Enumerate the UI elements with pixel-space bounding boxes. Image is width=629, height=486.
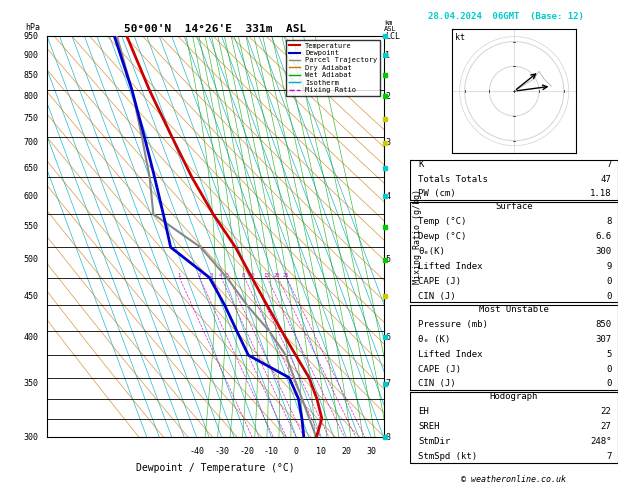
Text: 500: 500: [23, 255, 38, 264]
Text: 0: 0: [294, 448, 299, 456]
Text: SREH: SREH: [418, 422, 440, 431]
Text: 25: 25: [282, 273, 289, 278]
Text: 10: 10: [316, 448, 326, 456]
Text: 7: 7: [606, 452, 611, 461]
Text: 1.18: 1.18: [590, 190, 611, 198]
Text: Hodograph: Hodograph: [490, 392, 538, 401]
Text: 27: 27: [601, 422, 611, 431]
Text: 0: 0: [606, 277, 611, 286]
Text: 4: 4: [386, 192, 391, 201]
Text: θₑ(K): θₑ(K): [418, 247, 445, 256]
Text: -20: -20: [239, 448, 254, 456]
Text: 0: 0: [606, 364, 611, 374]
Text: 2: 2: [197, 273, 201, 278]
Text: 6.6: 6.6: [595, 232, 611, 241]
Text: StmSpd (kt): StmSpd (kt): [418, 452, 477, 461]
Text: 8: 8: [386, 433, 391, 442]
Text: -30: -30: [214, 448, 229, 456]
Text: 248°: 248°: [590, 437, 611, 446]
Text: 2: 2: [386, 92, 391, 101]
Text: CAPE (J): CAPE (J): [418, 364, 462, 374]
Text: 47: 47: [601, 174, 611, 184]
Text: 750: 750: [23, 114, 38, 123]
Text: 22: 22: [601, 407, 611, 416]
Text: Lifted Index: Lifted Index: [418, 349, 483, 359]
Text: 0: 0: [606, 380, 611, 388]
Text: 30: 30: [366, 448, 376, 456]
Text: 400: 400: [23, 333, 38, 342]
Text: 350: 350: [23, 379, 38, 388]
Text: 300: 300: [595, 247, 611, 256]
Text: StmDir: StmDir: [418, 437, 450, 446]
Text: PW (cm): PW (cm): [418, 190, 456, 198]
Text: 6: 6: [386, 333, 391, 342]
Text: 5: 5: [606, 349, 611, 359]
Text: 1: 1: [177, 273, 180, 278]
Text: hPa: hPa: [25, 23, 40, 33]
Text: 20: 20: [342, 448, 352, 456]
Text: 10: 10: [248, 273, 255, 278]
Text: 4: 4: [219, 273, 222, 278]
Text: -10: -10: [264, 448, 279, 456]
Text: Pressure (mb): Pressure (mb): [418, 320, 488, 329]
Text: kt: kt: [455, 33, 465, 42]
Text: CAPE (J): CAPE (J): [418, 277, 462, 286]
Text: CIN (J): CIN (J): [418, 292, 456, 301]
Text: 3: 3: [209, 273, 213, 278]
Text: Most Unstable: Most Unstable: [479, 305, 549, 313]
Text: © weatheronline.co.uk: © weatheronline.co.uk: [462, 475, 566, 484]
Text: Mixing Ratio (g/kg): Mixing Ratio (g/kg): [413, 190, 422, 284]
Text: 550: 550: [23, 222, 38, 231]
Text: 20: 20: [274, 273, 280, 278]
Text: Surface: Surface: [495, 202, 533, 211]
Text: 9: 9: [606, 262, 611, 271]
Text: 1: 1: [386, 51, 391, 60]
Text: θₑ (K): θₑ (K): [418, 334, 450, 344]
Text: LCL: LCL: [386, 32, 401, 41]
Text: 800: 800: [23, 92, 38, 101]
Text: K: K: [418, 159, 424, 169]
Text: CIN (J): CIN (J): [418, 380, 456, 388]
Text: 300: 300: [23, 433, 38, 442]
Text: -40: -40: [189, 448, 204, 456]
Legend: Temperature, Dewpoint, Parcel Trajectory, Dry Adiabat, Wet Adiabat, Isotherm, Mi: Temperature, Dewpoint, Parcel Trajectory…: [286, 40, 380, 96]
Title: 50°00'N  14°26'E  331m  ASL: 50°00'N 14°26'E 331m ASL: [125, 24, 306, 35]
Text: 28.04.2024  06GMT  (Base: 12): 28.04.2024 06GMT (Base: 12): [428, 12, 584, 21]
Text: km
ASL: km ASL: [384, 20, 397, 33]
Text: Dewp (°C): Dewp (°C): [418, 232, 467, 241]
Text: 0: 0: [606, 292, 611, 301]
Text: 3: 3: [386, 138, 391, 147]
Text: 8: 8: [242, 273, 245, 278]
Text: Totals Totals: Totals Totals: [418, 174, 488, 184]
Text: 450: 450: [23, 292, 38, 301]
Text: 650: 650: [23, 164, 38, 173]
Text: 8: 8: [606, 217, 611, 226]
Text: 15: 15: [263, 273, 269, 278]
Text: 950: 950: [23, 32, 38, 41]
Text: 700: 700: [23, 138, 38, 147]
Text: 7: 7: [386, 379, 391, 388]
Text: 850: 850: [595, 320, 611, 329]
Text: 5: 5: [226, 273, 230, 278]
Text: 600: 600: [23, 192, 38, 201]
Text: 7: 7: [606, 159, 611, 169]
Text: EH: EH: [418, 407, 429, 416]
Text: 307: 307: [595, 334, 611, 344]
Text: Temp (°C): Temp (°C): [418, 217, 467, 226]
Text: 900: 900: [23, 51, 38, 60]
Text: 850: 850: [23, 70, 38, 80]
Text: Lifted Index: Lifted Index: [418, 262, 483, 271]
Text: 5: 5: [386, 255, 391, 264]
Text: Dewpoint / Temperature (°C): Dewpoint / Temperature (°C): [136, 464, 295, 473]
